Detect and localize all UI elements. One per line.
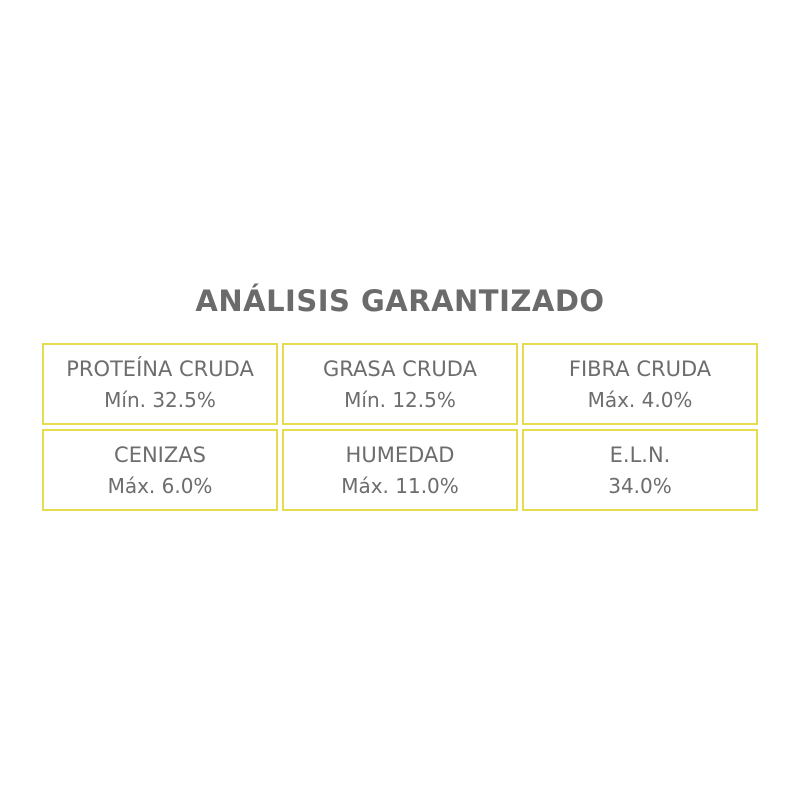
nutrient-value: Mín. 12.5% xyxy=(344,388,456,412)
nutrient-value: Máx. 6.0% xyxy=(107,474,213,498)
analysis-cell-ash: CENIZAS Máx. 6.0% xyxy=(42,429,278,511)
nutrient-name: GRASA CRUDA xyxy=(323,357,477,381)
nutrient-value: Mín. 32.5% xyxy=(104,388,216,412)
nutrient-value: Máx. 4.0% xyxy=(587,388,693,412)
nutrient-name: FIBRA CRUDA xyxy=(568,357,712,381)
nutrient-value: Máx. 11.0% xyxy=(341,474,459,498)
nutrient-name: CENIZAS xyxy=(114,443,206,467)
nutrient-name: HUMEDAD xyxy=(345,443,455,467)
analysis-cell-moisture: HUMEDAD Máx. 11.0% xyxy=(282,429,518,511)
analysis-cell-fiber: FIBRA CRUDA Máx. 4.0% xyxy=(522,343,758,425)
nutrient-name: PROTEÍNA CRUDA xyxy=(66,357,254,381)
analysis-cell-protein: PROTEÍNA CRUDA Mín. 32.5% xyxy=(42,343,278,425)
nutrient-name: E.L.N. xyxy=(609,443,671,467)
analysis-cell-fat: GRASA CRUDA Mín. 12.5% xyxy=(282,343,518,425)
analysis-cell-eln: E.L.N. 34.0% xyxy=(522,429,758,511)
analysis-table: PROTEÍNA CRUDA Mín. 32.5% GRASA CRUDA Mín.… xyxy=(42,343,758,511)
page-title: ANÁLISIS GARANTIZADO xyxy=(195,284,605,318)
nutrient-value: 34.0% xyxy=(608,474,672,498)
